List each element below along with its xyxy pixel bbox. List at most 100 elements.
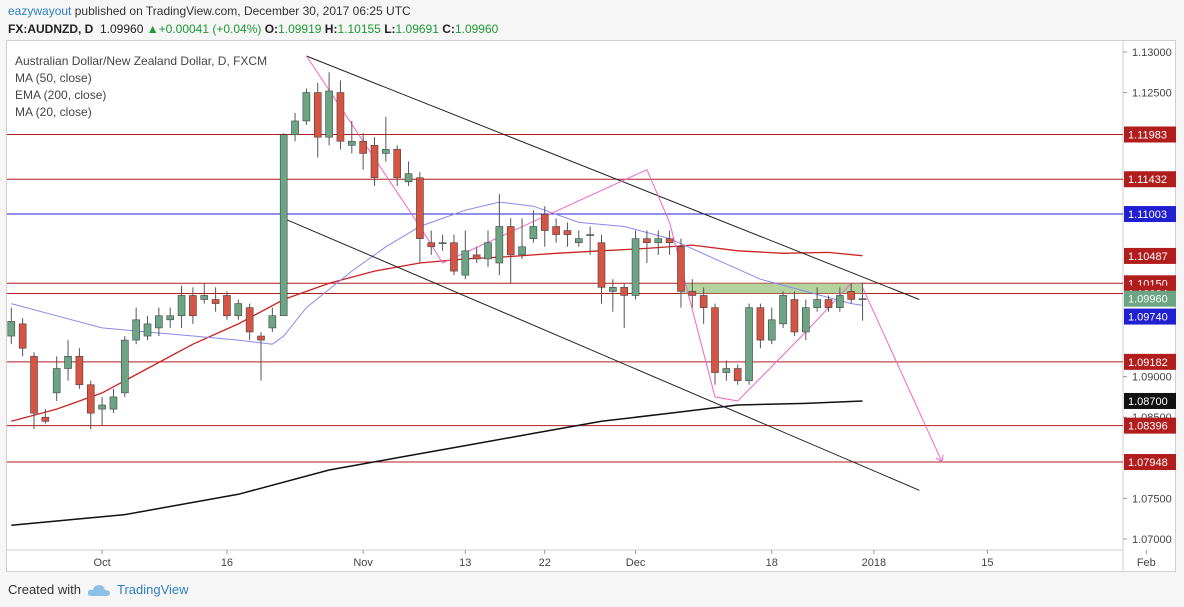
candle-body <box>495 226 504 264</box>
candle-body <box>200 295 209 300</box>
candle-body <box>268 315 277 329</box>
author-link[interactable]: eazywayout <box>8 4 72 18</box>
last-price: 1.09960 <box>100 22 144 36</box>
candle-body <box>733 368 742 381</box>
candle-body <box>245 307 254 333</box>
candle-body <box>325 90 333 138</box>
candle-body <box>7 321 16 337</box>
price-label-badge <box>1124 417 1176 434</box>
price-label-text: 1.07948 <box>1128 457 1168 469</box>
price-label-text: 1.08700 <box>1128 396 1168 408</box>
up-arrow-icon: ▲ <box>146 22 159 36</box>
candle-body <box>347 140 356 146</box>
publish-text: published on TradingView.com, December 3… <box>74 4 411 18</box>
legend-ma20[interactable]: MA (20, close) <box>15 105 92 119</box>
tradingview-link[interactable]: TradingView <box>116 582 189 597</box>
candle-body <box>393 149 402 179</box>
candle-body <box>858 298 867 301</box>
pattern-line <box>305 55 852 402</box>
candle-body <box>824 299 833 308</box>
candle-body <box>654 238 663 244</box>
candle-body <box>711 307 719 373</box>
supply-zone <box>680 283 863 294</box>
candle-body <box>472 254 481 260</box>
candle-body <box>756 307 765 341</box>
x-tick-label: Oct <box>94 557 111 569</box>
projection-arrowhead <box>935 454 944 463</box>
x-tick-label: Dec <box>626 557 646 569</box>
candle-body <box>64 356 72 369</box>
x-tick-label: 13 <box>459 557 471 569</box>
projection-line <box>862 287 943 463</box>
candle-body <box>745 307 753 381</box>
cloud-logo-icon <box>87 584 110 596</box>
candle-body <box>529 226 538 239</box>
candle-body <box>484 242 492 260</box>
x-tick-label: Feb <box>1137 557 1156 569</box>
change-value: +0.00041 (+0.04%) <box>158 22 262 36</box>
channel-lower-line <box>283 217 920 491</box>
candle-body <box>767 319 776 341</box>
price-label-text: 1.11003 <box>1128 209 1167 221</box>
price-label-text: 1.11432 <box>1128 174 1167 186</box>
candle-body <box>98 404 106 410</box>
candle-body <box>461 250 470 276</box>
footer: Created with TradingView <box>8 582 189 597</box>
y-tick-label: 1.07000 <box>1132 534 1172 546</box>
candle-body <box>86 384 95 414</box>
symbol-label: FX:AUDNZD, D <box>8 22 94 36</box>
candle-body <box>790 299 799 333</box>
candle-body <box>404 173 413 183</box>
close-label: C: <box>442 22 455 36</box>
candle-body <box>597 242 606 288</box>
price-label-text: 1.09960 <box>1128 294 1168 306</box>
candle-body <box>836 295 844 308</box>
candle-body <box>143 323 152 337</box>
price-label-text: 1.09740 <box>1128 312 1168 324</box>
candle-body <box>41 416 50 422</box>
candle-body <box>620 287 629 296</box>
candle-body <box>166 315 174 321</box>
price-label-badge <box>1124 454 1176 471</box>
candle-body <box>779 295 787 325</box>
open-label: O: <box>264 22 279 36</box>
legend-ema200[interactable]: EMA (200, close) <box>15 88 107 102</box>
candle-body <box>801 307 810 333</box>
candle-body <box>52 368 61 394</box>
candle-body <box>336 92 345 142</box>
price-label-badge <box>1124 206 1176 223</box>
candle-body <box>234 303 243 317</box>
legend-ma50[interactable]: MA (50, close) <box>15 71 92 85</box>
publish-info: eazywayout published on TradingView.com,… <box>8 4 411 18</box>
x-tick-label: 2018 <box>862 557 886 569</box>
x-tick-label: 22 <box>539 557 551 569</box>
candle-body <box>677 246 685 292</box>
candle-body <box>155 315 163 329</box>
candle-body <box>450 242 458 272</box>
created-with-text: Created with <box>8 582 81 597</box>
high-label: H: <box>324 22 338 36</box>
candle-body <box>631 238 640 296</box>
candle-body <box>427 242 436 248</box>
candle-body <box>109 396 118 410</box>
candle-body <box>665 238 674 244</box>
price-label-text: 1.08396 <box>1128 421 1168 433</box>
price-label-badge <box>1124 353 1176 370</box>
candle-body <box>18 323 27 349</box>
price-label-text: 1.09182 <box>1128 357 1168 369</box>
y-tick-label: 1.07500 <box>1132 493 1172 505</box>
chart-pane[interactable] <box>6 40 1176 572</box>
candle-body <box>586 234 594 236</box>
candle-body <box>643 238 651 244</box>
candle-body <box>563 230 572 235</box>
candle-body <box>121 339 129 394</box>
candle-body <box>506 226 515 256</box>
low-value: 1.09691 <box>395 22 439 36</box>
candle-body <box>609 287 617 292</box>
candle-body <box>211 299 220 304</box>
candle-body <box>688 291 697 296</box>
high-value: 1.10155 <box>337 22 381 36</box>
series-title: Australian Dollar/New Zealand Dollar, D,… <box>15 54 268 68</box>
candle-body <box>302 92 311 122</box>
